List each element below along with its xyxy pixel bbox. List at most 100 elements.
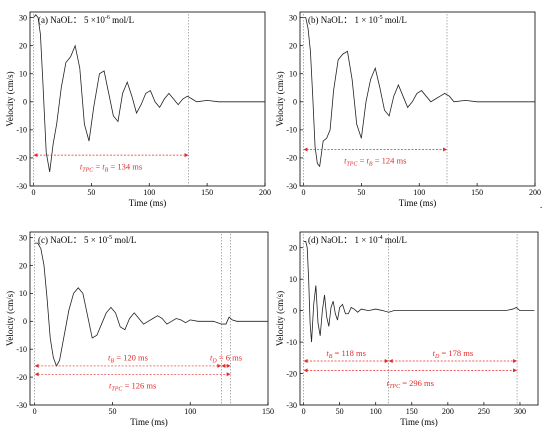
- panel-title: (c) NaOL： 5 × 10-5 mol/L: [38, 235, 136, 245]
- arrowhead-right: [217, 363, 222, 368]
- arrowhead-left: [303, 147, 308, 152]
- ann-symbol: t: [80, 161, 83, 171]
- y-tick-label: 30: [289, 13, 297, 22]
- ann-symbol-2: t: [367, 156, 370, 166]
- ann-value: = 118 ms: [332, 348, 366, 358]
- title-unit: mol/L: [110, 15, 134, 25]
- y-tick-label: -30: [16, 401, 27, 410]
- arrowhead-right: [513, 368, 518, 373]
- x-tick-label: 150: [471, 188, 483, 197]
- ann-subscript: TPC: [111, 386, 123, 392]
- duration-label: tD = 6 ms: [210, 353, 242, 365]
- velocity-curve: [34, 242, 268, 367]
- duration-label: tB = 120 ms: [108, 353, 148, 365]
- ann-symbol: t: [433, 348, 436, 358]
- x-tick-label: 300: [514, 407, 526, 416]
- y-tick-label: 10: [289, 70, 297, 79]
- arrowhead-right: [226, 363, 231, 368]
- ann-value: = 124 ms: [373, 156, 407, 166]
- x-tick-label: 200: [442, 407, 454, 416]
- y-tick-label: 0: [23, 317, 27, 326]
- y-axis-title: Velocity (cm/s): [275, 291, 285, 346]
- title-exponent: -5: [107, 235, 112, 241]
- ann-equals: =: [93, 161, 102, 171]
- ann-subscript: TPC: [82, 167, 94, 173]
- title-base: NaOL： 5 ×10: [50, 15, 105, 25]
- panel-c: 0 50 100 150 -30 -20 -10 0 10 20 30 Time (ms) Veloci…: [5, 231, 274, 427]
- velocity-curve: [303, 17, 535, 168]
- ann-symbol: t: [109, 380, 112, 390]
- x-tick-label: 0: [302, 407, 306, 416]
- arrowhead-left: [34, 372, 39, 377]
- x-axis-title: Time (ms): [400, 417, 437, 427]
- y-tick-label: -10: [16, 126, 27, 135]
- x-tick-label: 0: [33, 407, 37, 416]
- y-tick-label: 20: [19, 41, 27, 50]
- ann-value: = 126 ms: [122, 380, 156, 390]
- x-tick-label: 200: [259, 188, 271, 197]
- title-base: NaOL： 5 × 10: [50, 235, 107, 245]
- y-tick-label: 0: [23, 98, 27, 107]
- ann-symbol: t: [326, 348, 329, 358]
- duration-label: tD = 178 ms: [433, 348, 474, 360]
- y-axis-title: Velocity (cm/s): [5, 71, 15, 126]
- trailing-dot: .: [540, 200, 542, 210]
- x-tick-label: 50: [108, 407, 116, 416]
- x-tick-label: 100: [143, 188, 155, 197]
- y-tick-label: 20: [289, 41, 297, 50]
- ann-symbol: t: [387, 378, 390, 388]
- ann-symbol: t: [344, 156, 347, 166]
- x-tick-label: 150: [262, 407, 274, 416]
- y-tick-label: -20: [16, 154, 27, 163]
- panel-label: (a): [38, 15, 50, 25]
- plot-frame: [29, 231, 269, 406]
- y-axis-title: Velocity (cm/s): [5, 291, 15, 346]
- ann-value: = 6 ms: [217, 353, 242, 363]
- x-axis-title: Time (ms): [130, 417, 167, 427]
- title-unit: mol/L: [383, 15, 407, 25]
- duration-label: tTPC = tB = 124 ms: [344, 156, 406, 168]
- arrowhead-right: [384, 358, 389, 363]
- x-tick-label: 0: [31, 188, 35, 197]
- arrowhead-right: [184, 153, 189, 158]
- x-tick-label: 50: [357, 188, 365, 197]
- duration-label: tTPC = tB = 134 ms: [80, 161, 142, 173]
- ann-value: = 120 ms: [114, 353, 148, 363]
- velocity-curve: [303, 241, 535, 343]
- title-base: NaOL： 1 × 10: [321, 15, 378, 25]
- title-base: NaOL： 1 × 10: [321, 235, 378, 245]
- arrowhead-right: [513, 358, 518, 363]
- panel-label: (d): [308, 235, 321, 245]
- ann-symbol: t: [108, 353, 111, 363]
- panel-title: (b) NaOL： 1 × 10-5 mol/L: [308, 15, 407, 25]
- title-unit: mol/L: [383, 235, 407, 245]
- ann-value: = 134 ms: [108, 161, 142, 171]
- panel-title: (a) NaOL： 5 ×10-6 mol/L: [38, 15, 134, 25]
- title-exponent: -5: [378, 15, 383, 21]
- arrowhead-left: [221, 363, 226, 368]
- x-axis-title: Time (ms): [399, 198, 436, 208]
- duration-label: tTPC = 296 ms: [387, 378, 434, 390]
- duration-label: tTPC = 126 ms: [109, 380, 156, 392]
- plot-frame: [299, 11, 536, 187]
- y-tick-label: 20: [289, 244, 297, 253]
- y-tick-label: -20: [286, 154, 297, 163]
- ann-subscript: D: [434, 354, 440, 360]
- y-tick-label: 10: [289, 275, 297, 284]
- y-tick-label: -10: [286, 126, 297, 135]
- ann-value: = 178 ms: [439, 348, 473, 358]
- x-tick-label: 100: [413, 188, 425, 197]
- ann-subscript-2: B: [105, 167, 109, 173]
- ann-subscript: TPC: [389, 384, 401, 390]
- y-tick-label: 10: [19, 289, 27, 298]
- y-tick-label: -30: [16, 182, 27, 191]
- arrowhead-left: [303, 368, 308, 373]
- y-tick-label: 20: [19, 261, 27, 270]
- x-tick-label: 150: [201, 188, 213, 197]
- x-tick-label: 250: [478, 407, 490, 416]
- ann-subscript: B: [110, 359, 114, 365]
- x-tick-label: 150: [406, 407, 418, 416]
- panel-title: (d) NaOL： 1 × 10-4 mol/L: [308, 235, 407, 245]
- plot-frame: [299, 231, 539, 406]
